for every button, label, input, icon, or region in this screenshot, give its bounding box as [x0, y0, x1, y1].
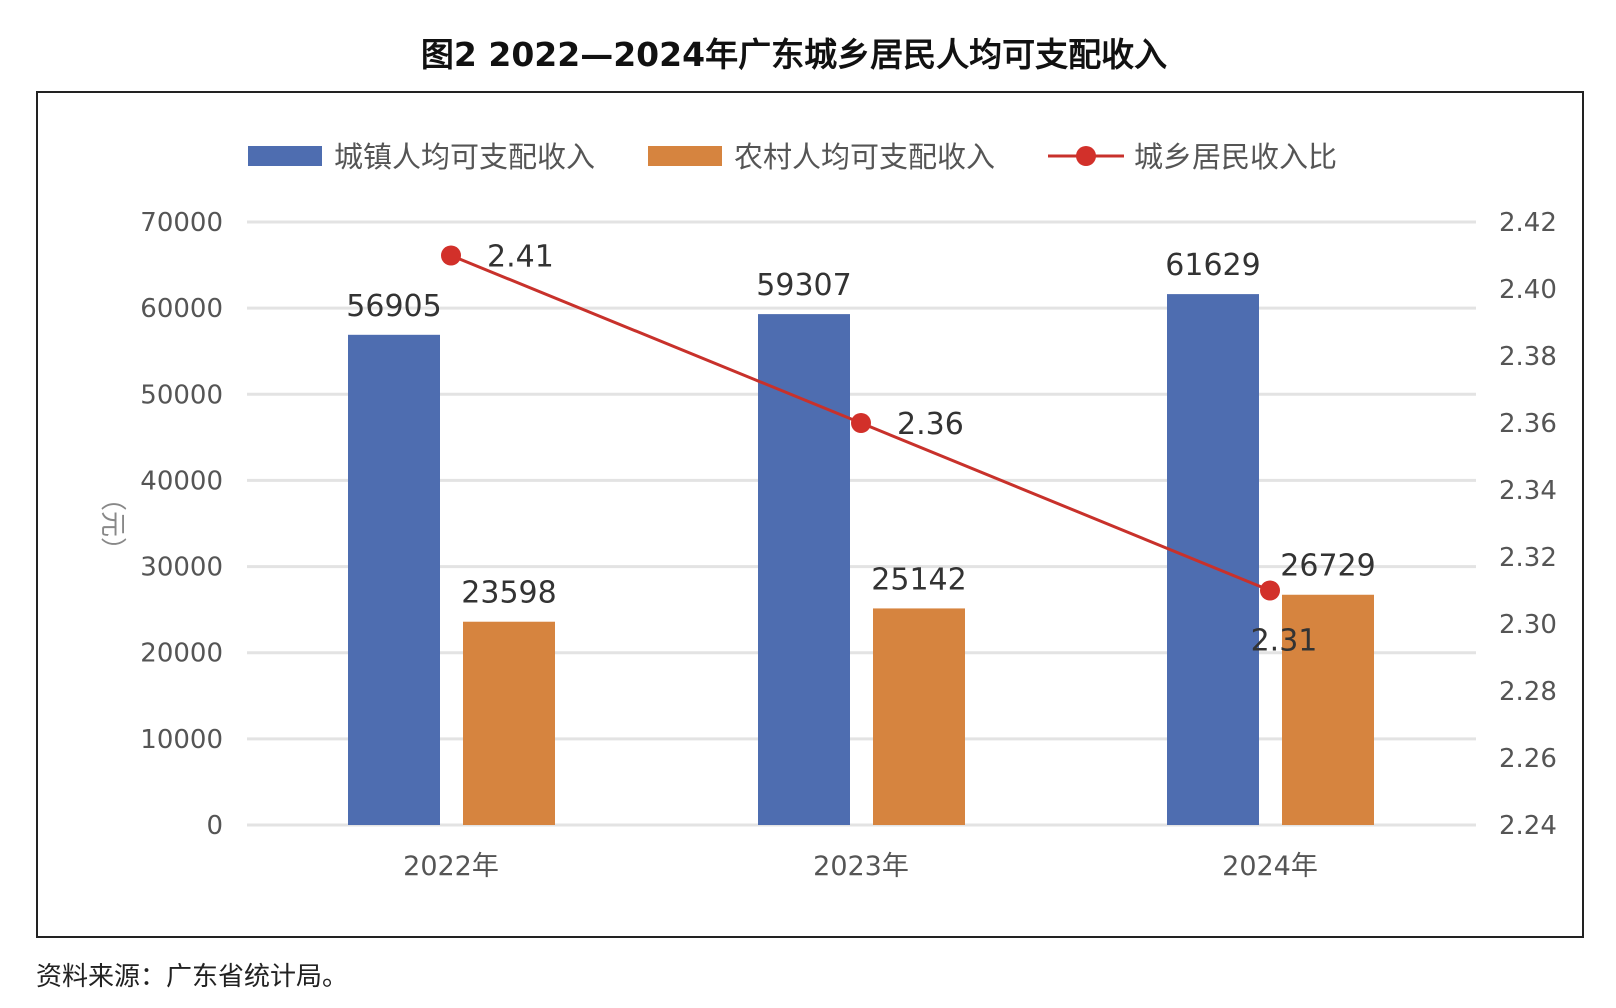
data-label: 61629: [1165, 248, 1260, 283]
urban-bar: [348, 334, 440, 825]
urban-bar: [1167, 294, 1259, 825]
y-tick-label: 30000: [140, 553, 223, 583]
ratio-data-label: 2.31: [1251, 624, 1318, 659]
x-tick-label: 2024年: [1222, 851, 1318, 882]
ratio-line: 2.41 2.36 2.31: [441, 240, 1317, 659]
y-tick-label: 70000: [140, 208, 223, 238]
legend-swatch-urban: [248, 146, 322, 166]
y-tick-label: 50000: [140, 380, 223, 410]
y2-tick-label: 2.30: [1499, 610, 1557, 640]
ratio-point: [441, 245, 461, 266]
y2-tick-label: 2.32: [1499, 543, 1557, 573]
legend-label-ratio: 城乡居民收入比: [1134, 140, 1337, 174]
y-tick-label: 40000: [140, 466, 223, 496]
data-label: 59307: [756, 268, 851, 303]
data-label: 26729: [1280, 549, 1375, 584]
data-label: 23598: [461, 576, 556, 611]
ratio-point: [851, 413, 871, 433]
rural-bar: [873, 608, 965, 825]
y-tick-label: 10000: [140, 725, 223, 755]
x-tick-label: 2023年: [813, 851, 909, 882]
data-label: 56905: [346, 289, 441, 324]
y-tick-label: 20000: [140, 639, 223, 669]
legend-label-rural: 农村人均可支配收入: [734, 140, 995, 174]
y-tick-label: 60000: [140, 294, 223, 324]
y2-tick-label: 2.34: [1499, 476, 1557, 506]
y-axis-label: （元）: [97, 485, 127, 563]
y2-tick-label: 2.36: [1499, 409, 1557, 439]
y2-tick-label: 2.40: [1499, 275, 1557, 305]
ratio-data-label: 2.41: [487, 240, 554, 275]
legend-swatch-ratio-marker: [1076, 146, 1096, 166]
urban-bar: [758, 314, 850, 825]
ratio-data-label: 2.36: [897, 407, 964, 442]
gridlines: [247, 220, 1476, 827]
rural-bar: [463, 621, 555, 825]
y2-tick-label: 2.28: [1499, 677, 1557, 707]
x-tick-label: 2022年: [403, 851, 499, 882]
y2-tick-label: 2.24: [1499, 811, 1557, 841]
chart-frame: [36, 91, 1584, 938]
legend: 城镇人均可支配收入 农村人均可支配收入 城乡居民收入比: [248, 140, 1337, 174]
rural-bar: [1282, 594, 1374, 825]
y-tick-label: 0: [206, 811, 223, 841]
y2-tick-label: 2.42: [1499, 208, 1557, 238]
legend-label-urban: 城镇人均可支配收入: [334, 140, 595, 174]
data-label: 25142: [871, 562, 966, 597]
legend-swatch-rural: [648, 146, 722, 166]
chart-title: 图2 2022—2024年广东城乡居民人均可支配收入: [421, 35, 1167, 74]
axes: 0 10000 20000 30000 40000 50000 60000 70000 2.24…: [140, 208, 1557, 882]
y2-tick-label: 2.38: [1499, 342, 1557, 372]
y2-tick-label: 2.26: [1499, 744, 1557, 774]
ratio-point: [1260, 580, 1280, 601]
source-note: 资料来源：广东省统计局。: [36, 962, 348, 992]
